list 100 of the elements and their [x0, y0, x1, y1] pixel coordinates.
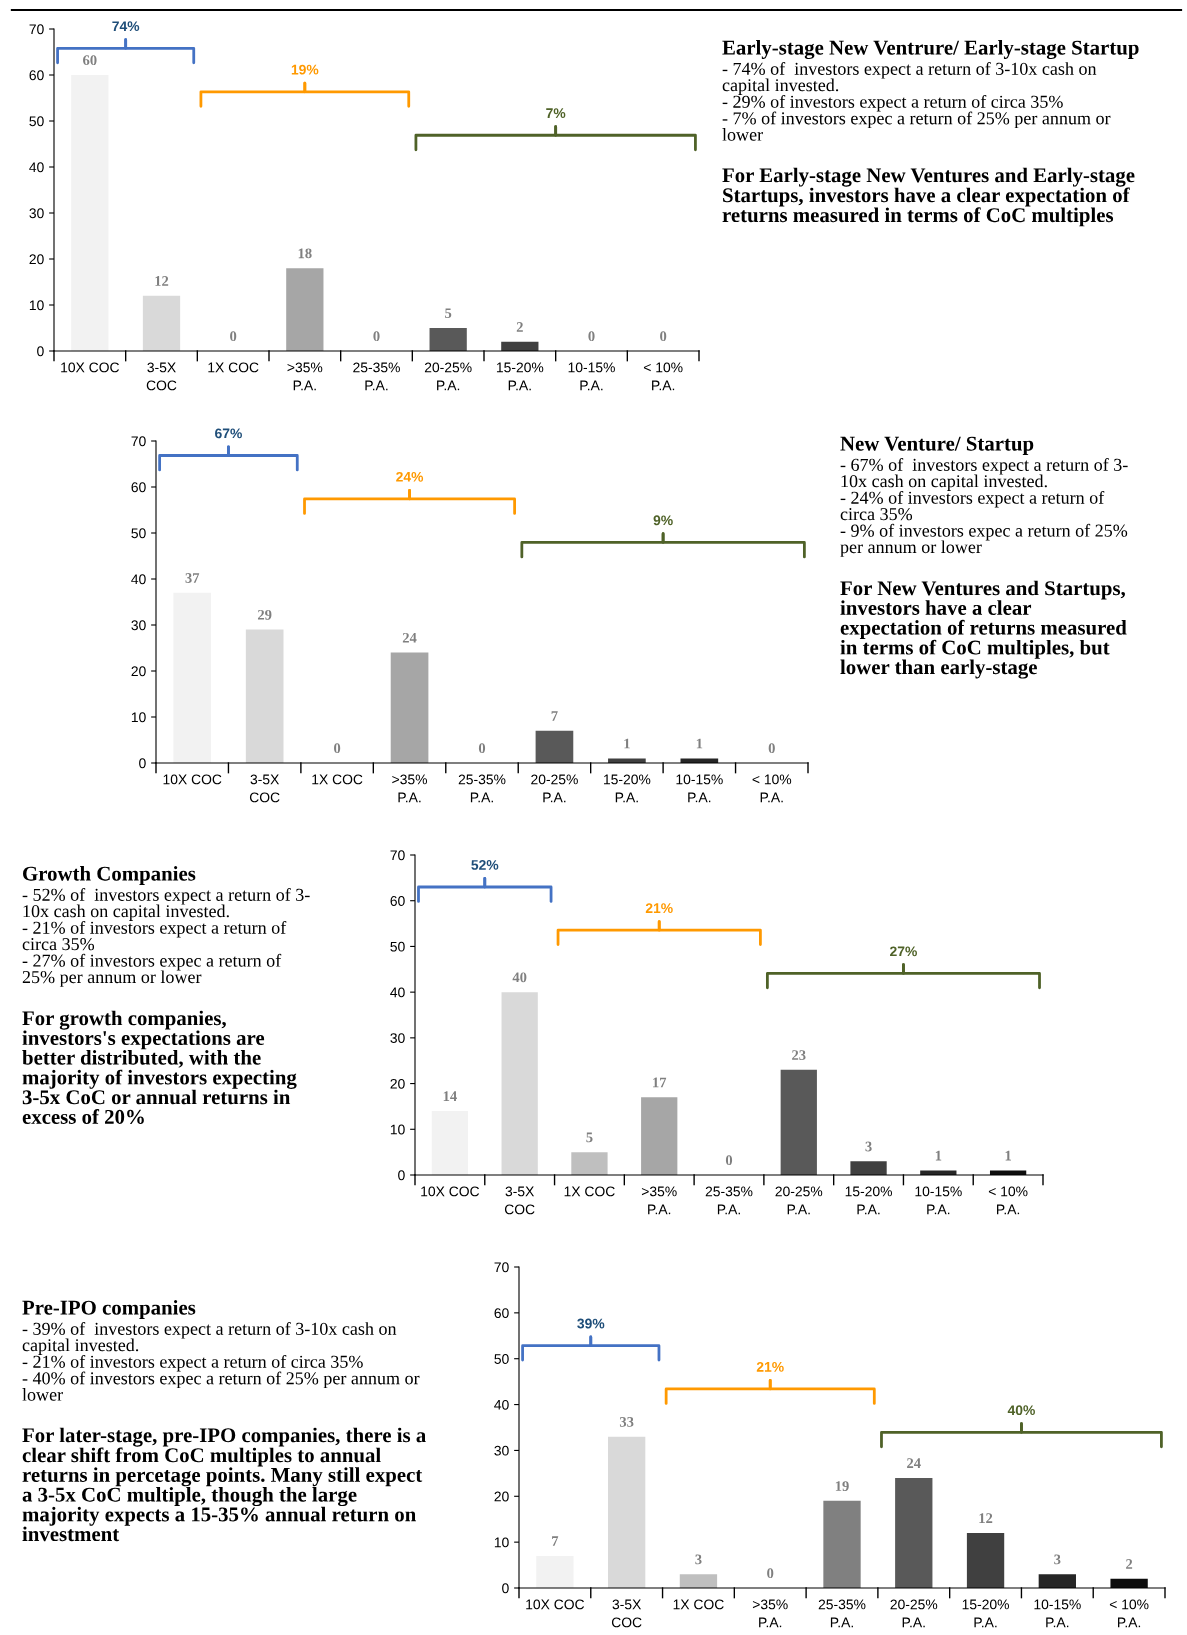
data-label: 7: [552, 1536, 559, 1546]
x-tick-label: 10-15% P.A.: [915, 1186, 962, 1215]
y-tick-label: 30: [390, 1033, 405, 1044]
data-label: 33: [619, 1416, 634, 1427]
text: Pre-IPO companies: [22, 1300, 196, 1319]
data-label: 3: [1054, 1554, 1061, 1565]
y-tick-label: 10: [390, 1124, 405, 1135]
y-tick-label: 50: [494, 1354, 509, 1364]
y-tick-label: 70: [390, 850, 405, 861]
y-tick-label: 60: [29, 70, 44, 81]
bar: [286, 268, 324, 351]
data-label: 3: [695, 1554, 702, 1565]
text: For Early-stage New Ventures and Early-stage Startups, investors have a clear expectation of returns measured in terms of CoC multiples: [722, 167, 1135, 227]
data-label: 12: [979, 1513, 993, 1523]
data-label: 0: [334, 743, 341, 754]
data-label: 5: [586, 1132, 593, 1143]
annotation: 52%: [471, 860, 499, 870]
data-label: 2: [1126, 1559, 1133, 1569]
text: For growth companies, investors's expectations are better distributed, with the majority of investors expecting 3-5x CoC or annual returns in excess of 20%: [22, 1010, 297, 1124]
x-tick-label: 15-20% P.A.: [496, 362, 544, 391]
bar: [608, 1436, 646, 1588]
text: Early-stage New Ventrure/ Early-stage Startup: [722, 40, 1139, 60]
y-tick-label: 20: [390, 1078, 405, 1089]
data-label: 18: [298, 248, 312, 259]
data-label: 1: [624, 738, 630, 749]
x-tick-label: 20-25% P.A.: [775, 1186, 823, 1215]
y-tick-label: 70: [29, 24, 44, 35]
data-label: 19: [835, 1481, 849, 1491]
bar: [501, 992, 538, 1175]
text: - 67% of investors expect a return of 3- 10x cash on capital invested. - 24% of investors expect a return of circa 35% - 9% of investors expec a return of 25% per annum or lower: [840, 458, 1128, 557]
data-label: 24: [402, 632, 417, 643]
data-label: 24: [907, 1458, 921, 1468]
x-tick-label: 15-20% P.A.: [845, 1186, 892, 1215]
bar: [823, 1500, 861, 1588]
x-tick-label: < 10% P.A.: [643, 362, 683, 391]
x-tick-label: 25-35% P.A.: [818, 1599, 866, 1628]
text: Growth Companies: [23, 866, 196, 885]
data-label: 0: [768, 743, 775, 754]
annotation: 21%: [645, 903, 673, 914]
x-tick-label: 10X COC: [526, 1599, 585, 1610]
x-tick-label: >35% P.A.: [287, 362, 323, 391]
bar: [895, 1477, 933, 1588]
bar: [142, 295, 181, 351]
data-label: 3: [865, 1141, 872, 1152]
bar: [780, 1069, 817, 1175]
y-tick-label: 10: [29, 300, 44, 311]
bar: [71, 75, 109, 351]
x-tick-label: 3-5X COC: [504, 1186, 535, 1215]
y-tick-label: 40: [131, 574, 146, 585]
x-tick-label: 10-15% P.A.: [568, 362, 615, 391]
x-tick-label: 25-35% P.A.: [705, 1186, 753, 1215]
annotation: 39%: [577, 1318, 605, 1329]
bar: [679, 1574, 718, 1588]
data-label: 12: [155, 276, 169, 286]
y-tick-label: 60: [131, 482, 146, 493]
text: For later-stage, pre-IPO companies, there is a clear shift from CoC multiples to annual returns in percetage points. Many still expect a 3-5x CoC multiple, though the large majority expects a 15-35% annual return on investment: [22, 1427, 426, 1542]
data-label: 60: [83, 55, 97, 66]
text: 67%: [215, 428, 242, 439]
data-label: 0: [230, 331, 237, 342]
y-tick-label: 40: [494, 1399, 509, 1410]
text: - 39% of investors expect a return of 3-10x cash on capital invested. - 21% of investors expect a return of circa 35% - 40% of investors expec a return of 25% per annum or lower: [22, 1322, 420, 1401]
bar: [245, 629, 284, 763]
y-tick-label: 40: [390, 987, 405, 998]
bar: [390, 652, 429, 763]
x-tick-label: >35% P.A.: [641, 1186, 677, 1215]
x-tick-label: 15-20% P.A.: [962, 1599, 1009, 1628]
x-tick-label: 15-20% P.A.: [604, 774, 651, 803]
x-tick-label: 10X COC: [163, 774, 222, 785]
y-tick-label: 70: [131, 436, 146, 447]
x-tick-label: 1X COC: [673, 1599, 724, 1610]
x-tick-label: 25-35% P.A.: [458, 774, 506, 803]
x-tick-label: < 10% P.A.: [752, 774, 792, 803]
x-tick-label: 1X COC: [564, 1186, 615, 1197]
annotation: 7%: [546, 108, 566, 118]
data-label: 1: [935, 1150, 942, 1161]
bar: [850, 1161, 887, 1175]
y-tick-label: 10: [131, 712, 146, 723]
x-tick-label: 1X COC: [208, 362, 259, 373]
y-tick-label: 0: [398, 1170, 405, 1181]
data-label: 5: [445, 308, 452, 319]
y-tick-label: 50: [390, 941, 405, 952]
data-label: 0: [588, 331, 595, 342]
y-tick-label: 0: [139, 758, 146, 769]
data-label: 29: [257, 609, 272, 620]
x-tick-label: 10-15% P.A.: [676, 774, 723, 803]
y-tick-label: 30: [29, 208, 44, 219]
y-tick-label: 60: [494, 1308, 509, 1319]
x-tick-label: 10-15% P.A.: [1034, 1599, 1081, 1628]
text: - 52% of investors expect a return of 3- 10x cash on capital invested. - 21% of investors expect a return of circa 35% - 27% of investors expec a return of 25% per annum or lower: [22, 888, 310, 987]
data-label: 0: [725, 1155, 733, 1166]
data-label: 0: [478, 743, 486, 754]
x-tick-label: >35% P.A.: [392, 774, 428, 803]
x-tick-label: 25-35% P.A.: [353, 362, 400, 391]
x-tick-label: 1X COC: [312, 774, 363, 785]
text: For New Ventures and Startups, investors have a clear expectation of returns measured in terms of CoC multiples, but lower than early-stage: [840, 580, 1127, 679]
bar: [1038, 1574, 1076, 1588]
y-tick-label: 30: [131, 620, 146, 631]
x-tick-label: 3-5X COC: [249, 774, 280, 803]
y-tick-label: 20: [29, 254, 44, 265]
y-tick-label: 50: [131, 528, 146, 539]
